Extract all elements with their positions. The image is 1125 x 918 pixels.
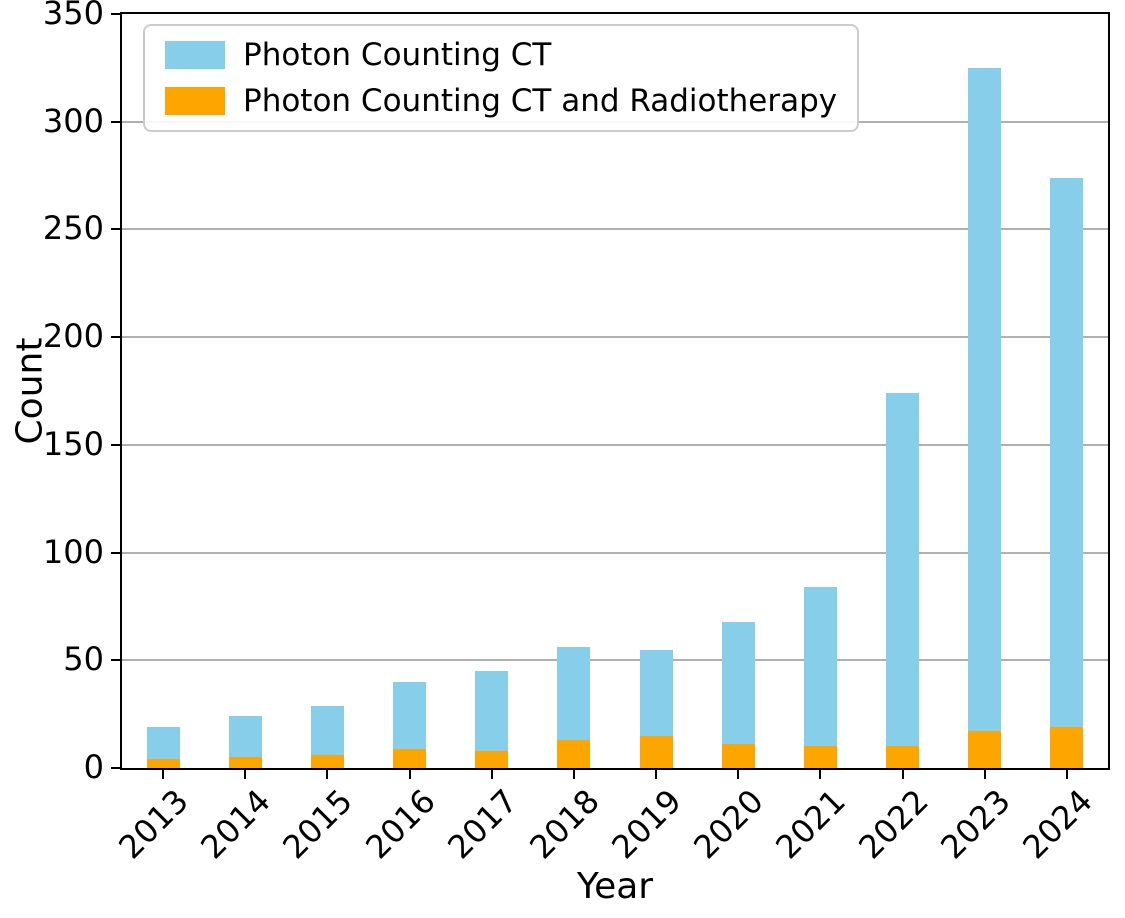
x-tick-mark bbox=[162, 770, 165, 779]
legend-item-1: Photon Counting CT and Radiotherapy bbox=[165, 84, 837, 118]
x-tick-mark bbox=[655, 770, 658, 779]
bar-2017 bbox=[475, 671, 509, 768]
bar-2019 bbox=[639, 649, 673, 768]
x-tick-mark bbox=[490, 770, 493, 779]
x-tick-label: 2013 bbox=[111, 781, 196, 867]
x-tick-label: 2024 bbox=[1015, 781, 1100, 867]
bar-segment-photon-counting-ct-and-radiotherapy bbox=[1050, 727, 1084, 768]
x-tick-mark bbox=[737, 770, 740, 779]
bar-2022 bbox=[886, 393, 919, 768]
gridline bbox=[122, 659, 1108, 662]
bar-segment-photon-counting-ct-and-radiotherapy bbox=[228, 757, 262, 768]
x-tick-label: 2017 bbox=[440, 781, 525, 867]
plot-area bbox=[120, 12, 1110, 770]
x-axis-label: Year bbox=[576, 866, 654, 907]
x-tick-mark bbox=[983, 770, 986, 779]
legend-swatch bbox=[165, 87, 225, 115]
gridline bbox=[122, 551, 1108, 554]
x-tick-mark bbox=[244, 770, 247, 779]
legend-item-0: Photon Counting CT bbox=[165, 38, 837, 72]
x-tick-label: 2021 bbox=[768, 781, 854, 867]
bar-segment-photon-counting-ct-and-radiotherapy bbox=[803, 746, 837, 768]
y-tick-label: 100 bbox=[42, 532, 104, 571]
y-tick-mark bbox=[111, 443, 120, 446]
bar-segment-photon-counting-ct-and-radiotherapy bbox=[475, 750, 509, 768]
bar-2016 bbox=[393, 681, 426, 768]
gridline bbox=[122, 336, 1108, 339]
bar-segment-photon-counting-ct bbox=[886, 393, 919, 768]
bar-segment-photon-counting-ct-and-radiotherapy bbox=[886, 746, 919, 768]
bar-segment-photon-counting-ct-and-radiotherapy bbox=[721, 744, 755, 768]
bar-2015 bbox=[310, 705, 344, 768]
y-tick-label: 350 bbox=[42, 0, 104, 32]
x-tick-mark bbox=[901, 770, 904, 779]
bar-segment-photon-counting-ct bbox=[803, 587, 837, 768]
bar-segment-photon-counting-ct-and-radiotherapy bbox=[557, 740, 591, 768]
x-tick-mark bbox=[1065, 770, 1068, 779]
gridline bbox=[122, 443, 1108, 446]
x-tick-mark bbox=[819, 770, 822, 779]
y-tick-mark bbox=[111, 551, 120, 554]
x-tick-mark bbox=[572, 770, 575, 779]
legend-item-label: Photon Counting CT bbox=[243, 37, 552, 73]
bar-2021 bbox=[803, 587, 837, 768]
x-tick-label: 2019 bbox=[604, 781, 689, 867]
y-tick-mark bbox=[111, 228, 120, 231]
bar-2014 bbox=[228, 716, 262, 768]
y-tick-label: 200 bbox=[42, 317, 104, 356]
bar-2023 bbox=[968, 67, 1002, 768]
bar-segment-photon-counting-ct-and-radiotherapy bbox=[310, 755, 344, 768]
bar-2018 bbox=[557, 647, 591, 768]
x-tick-mark bbox=[408, 770, 411, 779]
bar-2020 bbox=[721, 621, 755, 768]
bar-segment-photon-counting-ct bbox=[1050, 177, 1084, 768]
y-tick-mark bbox=[111, 120, 120, 123]
bar-2024 bbox=[1050, 177, 1084, 768]
x-tick-mark bbox=[326, 770, 329, 779]
x-tick-label: 2023 bbox=[933, 781, 1018, 867]
x-tick-label: 2015 bbox=[275, 781, 361, 867]
bar-segment-photon-counting-ct-and-radiotherapy bbox=[393, 748, 426, 768]
bar-segment-photon-counting-ct-and-radiotherapy bbox=[968, 731, 1002, 768]
legend: Photon Counting CT Photon Counting CT and… bbox=[143, 24, 860, 132]
x-tick-label: 2016 bbox=[357, 781, 443, 867]
y-tick-mark bbox=[111, 13, 120, 15]
bar-segment-photon-counting-ct-and-radiotherapy bbox=[639, 735, 673, 768]
y-tick-mark bbox=[111, 767, 120, 769]
legend-swatch bbox=[165, 41, 225, 69]
bar-2013 bbox=[146, 727, 180, 768]
bar-segment-photon-counting-ct bbox=[721, 621, 755, 768]
y-tick-label: 0 bbox=[83, 748, 104, 786]
x-tick-label: 2022 bbox=[850, 781, 936, 867]
legend-item-label: Photon Counting CT and Radiotherapy bbox=[243, 83, 838, 119]
y-tick-label: 250 bbox=[42, 209, 104, 248]
y-tick-mark bbox=[111, 659, 120, 662]
x-tick-label: 2014 bbox=[193, 781, 278, 867]
x-tick-label: 2018 bbox=[522, 781, 607, 867]
bar-segment-photon-counting-ct bbox=[968, 67, 1002, 768]
y-tick-label: 300 bbox=[42, 101, 104, 140]
y-tick-label: 50 bbox=[63, 640, 104, 679]
bar-segment-photon-counting-ct-and-radiotherapy bbox=[146, 759, 180, 768]
gridline bbox=[122, 228, 1108, 231]
x-tick-label: 2020 bbox=[686, 781, 771, 867]
y-tick-label: 150 bbox=[42, 424, 104, 463]
y-tick-mark bbox=[111, 336, 120, 339]
